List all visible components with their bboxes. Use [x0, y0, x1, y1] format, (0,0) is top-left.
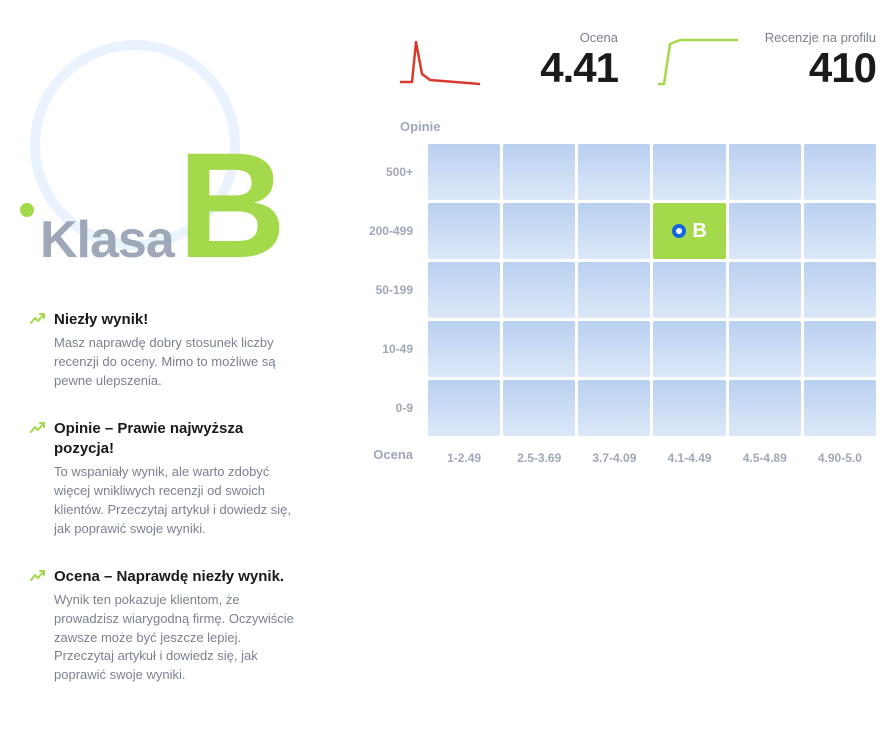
- matrix-x-label: 4.90-5.0: [804, 439, 876, 469]
- matrix-cell: [503, 203, 575, 259]
- insight-desc: To wspaniały wynik, ale warto zdobyć wię…: [54, 463, 300, 538]
- matrix-cell: [578, 144, 650, 200]
- matrix-cell: [428, 321, 500, 377]
- insight-item: Ocena – Naprawdę niezły wynik. Wynik ten…: [30, 567, 330, 685]
- matrix-x-label: 2.5-3.69: [503, 439, 575, 469]
- insight-title: Niezły wynik!: [54, 310, 300, 330]
- matrix-cell: [503, 321, 575, 377]
- insight-item: Niezły wynik! Masz naprawdę dobry stosun…: [30, 310, 330, 391]
- matrix-y-label: 50-199: [340, 262, 425, 318]
- matrix-cell-active: B: [653, 203, 725, 259]
- matrix-chart: Opinie 500+200-499 B 50-19910-490-9Ocena1-…: [340, 119, 876, 469]
- matrix-y-label: 10-49: [340, 321, 425, 377]
- matrix-x-label: 3.7-4.09: [578, 439, 650, 469]
- trend-up-icon: [30, 569, 54, 685]
- matrix-cell: [729, 203, 801, 259]
- metric-rating: Ocena 4.41: [400, 30, 618, 89]
- matrix-cell: [804, 144, 876, 200]
- matrix-cell: [578, 203, 650, 259]
- matrix-cell: [653, 144, 725, 200]
- trend-up-icon: [30, 421, 54, 539]
- metric-reviews: Recenzje na profilu 410: [658, 30, 876, 89]
- matrix-cell: [578, 380, 650, 436]
- matrix-cell: [578, 262, 650, 318]
- metric-reviews-value: 410: [748, 47, 876, 89]
- matrix-cell: [653, 262, 725, 318]
- matrix-cell: [653, 380, 725, 436]
- matrix-cell: [503, 262, 575, 318]
- spark-rating-icon: [400, 34, 480, 89]
- matrix-cell: [804, 380, 876, 436]
- grade-letter: B: [178, 145, 278, 265]
- metric-reviews-label: Recenzje na profilu: [748, 30, 876, 45]
- matrix-y-label: 0-9: [340, 380, 425, 436]
- matrix-cell: [428, 144, 500, 200]
- insight-item: Opinie – Prawie najwyższa pozycja! To ws…: [30, 419, 330, 539]
- matrix-cell: [804, 321, 876, 377]
- matrix-cell: [428, 380, 500, 436]
- matrix-cell: [729, 144, 801, 200]
- grade-dot-icon: [20, 203, 34, 217]
- metric-rating-value: 4.41: [490, 47, 618, 89]
- matrix-y-title: Opinie: [400, 119, 876, 134]
- insight-title: Opinie – Prawie najwyższa pozycja!: [54, 419, 300, 460]
- position-marker-icon: [672, 224, 686, 238]
- matrix-cell: [428, 203, 500, 259]
- matrix-x-label: 1-2.49: [428, 439, 500, 469]
- grade-badge: Klasa B: [10, 30, 330, 260]
- matrix-x-label: 4.5-4.89: [729, 439, 801, 469]
- matrix-x-title: Ocena: [340, 439, 425, 469]
- matrix-cell: [653, 321, 725, 377]
- insight-desc: Wynik ten pokazuje klientom, że prowadzi…: [54, 591, 300, 685]
- matrix-cell: [428, 262, 500, 318]
- matrix-cell: [578, 321, 650, 377]
- matrix-cell: [503, 144, 575, 200]
- trend-up-icon: [30, 312, 54, 391]
- grade-label: Klasa: [40, 210, 174, 270]
- cell-letter: B: [692, 220, 706, 243]
- insight-title: Ocena – Naprawdę niezły wynik.: [54, 567, 300, 587]
- insights-list: Niezły wynik! Masz naprawdę dobry stosun…: [10, 310, 330, 685]
- insight-desc: Masz naprawdę dobry stosunek liczby rece…: [54, 334, 300, 391]
- matrix-cell: [729, 380, 801, 436]
- matrix-cell: [804, 203, 876, 259]
- spark-reviews-icon: [658, 34, 738, 89]
- metric-rating-label: Ocena: [490, 30, 618, 45]
- matrix-cell: [729, 262, 801, 318]
- matrix-cell: [503, 380, 575, 436]
- matrix-x-label: 4.1-4.49: [653, 439, 725, 469]
- matrix-cell: [729, 321, 801, 377]
- matrix-y-label: 500+: [340, 144, 425, 200]
- matrix-y-label: 200-499: [340, 203, 425, 259]
- matrix-cell: [804, 262, 876, 318]
